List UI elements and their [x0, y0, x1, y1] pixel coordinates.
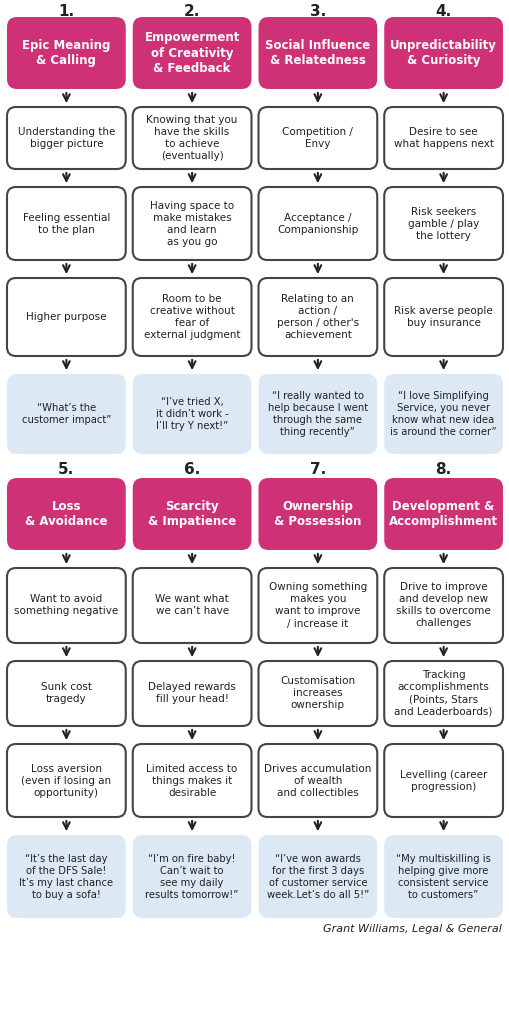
- FancyBboxPatch shape: [132, 835, 251, 918]
- FancyBboxPatch shape: [132, 107, 251, 169]
- FancyBboxPatch shape: [258, 187, 377, 260]
- FancyBboxPatch shape: [258, 568, 377, 643]
- Text: 7.: 7.: [309, 462, 325, 477]
- FancyBboxPatch shape: [383, 187, 502, 260]
- FancyBboxPatch shape: [7, 568, 126, 643]
- Text: Unpredictability
& Curiosity: Unpredictability & Curiosity: [389, 38, 496, 67]
- Text: 8.: 8.: [435, 462, 451, 477]
- Text: Tracking
accomplishments
(Points, Stars
and Leaderboards): Tracking accomplishments (Points, Stars …: [393, 671, 492, 716]
- Text: Desire to see
what happens next: Desire to see what happens next: [393, 127, 493, 149]
- FancyBboxPatch shape: [132, 744, 251, 817]
- FancyBboxPatch shape: [383, 835, 502, 918]
- Text: Loss
& Avoidance: Loss & Avoidance: [25, 500, 107, 528]
- FancyBboxPatch shape: [258, 744, 377, 817]
- FancyBboxPatch shape: [383, 374, 502, 454]
- Text: Epic Meaning
& Calling: Epic Meaning & Calling: [22, 38, 110, 67]
- FancyBboxPatch shape: [258, 107, 377, 169]
- FancyBboxPatch shape: [383, 744, 502, 817]
- Text: Owning something
makes you
want to improve
/ increase it: Owning something makes you want to impro…: [268, 583, 366, 628]
- Text: 3.: 3.: [309, 4, 325, 19]
- Text: Delayed rewards
fill your head!: Delayed rewards fill your head!: [148, 682, 236, 705]
- Text: “I’ve tried X,
it didn’t work -
I’ll try Y next!”: “I’ve tried X, it didn’t work - I’ll try…: [155, 397, 228, 431]
- Text: “What’s the
customer impact”: “What’s the customer impact”: [22, 403, 111, 425]
- Text: “My multiskilling is
helping give more
consistent service
to customers”: “My multiskilling is helping give more c…: [395, 854, 490, 899]
- FancyBboxPatch shape: [7, 478, 126, 550]
- Text: Relating to an
action /
person / other's
achievement: Relating to an action / person / other's…: [276, 294, 358, 341]
- Text: Limited access to
things makes it
desirable: Limited access to things makes it desira…: [146, 764, 237, 798]
- Text: Understanding the
bigger picture: Understanding the bigger picture: [18, 127, 115, 149]
- Text: Ownership
& Possession: Ownership & Possession: [274, 500, 361, 528]
- FancyBboxPatch shape: [7, 278, 126, 356]
- FancyBboxPatch shape: [132, 278, 251, 356]
- FancyBboxPatch shape: [383, 278, 502, 356]
- Text: Loss aversion
(even if losing an
opportunity): Loss aversion (even if losing an opportu…: [21, 764, 111, 798]
- FancyBboxPatch shape: [383, 478, 502, 550]
- Text: Drive to improve
and develop new
skills to overcome
challenges: Drive to improve and develop new skills …: [395, 583, 490, 628]
- FancyBboxPatch shape: [383, 568, 502, 643]
- Text: Feeling essential
to the plan: Feeling essential to the plan: [22, 212, 110, 235]
- Text: “I’ve won awards
for the first 3 days
of customer service
week.Let’s do all 5!”: “I’ve won awards for the first 3 days of…: [266, 854, 369, 899]
- Text: Want to avoid
something negative: Want to avoid something negative: [14, 594, 118, 617]
- FancyBboxPatch shape: [7, 744, 126, 817]
- Text: Social Influence
& Relatedness: Social Influence & Relatedness: [265, 38, 370, 67]
- Text: “I’m on fire baby!
Can’t wait to
see my daily
results tomorrow!”: “I’m on fire baby! Can’t wait to see my …: [145, 854, 238, 899]
- Text: “It’s the last day
of the DFS Sale!
It’s my last chance
to buy a sofa!: “It’s the last day of the DFS Sale! It’s…: [19, 854, 113, 899]
- Text: Room to be
creative without
fear of
external judgment: Room to be creative without fear of exte…: [144, 294, 240, 341]
- FancyBboxPatch shape: [132, 661, 251, 726]
- Text: Empowerment
of Creativity
& Feedback: Empowerment of Creativity & Feedback: [144, 31, 239, 75]
- Text: Development &
Accomplishment: Development & Accomplishment: [388, 500, 497, 528]
- Text: Risk seekers
gamble / play
the lottery: Risk seekers gamble / play the lottery: [407, 207, 478, 240]
- FancyBboxPatch shape: [258, 661, 377, 726]
- Text: Customisation
increases
ownership: Customisation increases ownership: [280, 677, 355, 710]
- Text: 4.: 4.: [435, 4, 451, 19]
- FancyBboxPatch shape: [7, 187, 126, 260]
- FancyBboxPatch shape: [383, 661, 502, 726]
- FancyBboxPatch shape: [383, 17, 502, 89]
- FancyBboxPatch shape: [258, 374, 377, 454]
- FancyBboxPatch shape: [132, 17, 251, 89]
- Text: Drives accumulation
of wealth
and collectibles: Drives accumulation of wealth and collec…: [264, 764, 371, 798]
- Text: 6.: 6.: [184, 462, 200, 477]
- Text: 5.: 5.: [58, 462, 74, 477]
- FancyBboxPatch shape: [258, 835, 377, 918]
- FancyBboxPatch shape: [258, 17, 377, 89]
- Text: Higher purpose: Higher purpose: [26, 312, 106, 322]
- Text: Competition /
Envy: Competition / Envy: [282, 127, 353, 149]
- Text: 2.: 2.: [184, 4, 200, 19]
- FancyBboxPatch shape: [132, 374, 251, 454]
- FancyBboxPatch shape: [7, 107, 126, 169]
- FancyBboxPatch shape: [132, 478, 251, 550]
- Text: “I love Simplifying
Service, you never
know what new idea
is around the corner”: “I love Simplifying Service, you never k…: [389, 391, 496, 437]
- FancyBboxPatch shape: [132, 187, 251, 260]
- FancyBboxPatch shape: [132, 568, 251, 643]
- Text: Risk averse people
buy insurance: Risk averse people buy insurance: [393, 306, 492, 328]
- Text: Scarcity
& Impatience: Scarcity & Impatience: [148, 500, 236, 528]
- Text: Levelling (career
progression): Levelling (career progression): [399, 769, 487, 792]
- FancyBboxPatch shape: [7, 17, 126, 89]
- FancyBboxPatch shape: [258, 478, 377, 550]
- FancyBboxPatch shape: [7, 835, 126, 918]
- Text: Sunk cost
tragedy: Sunk cost tragedy: [41, 682, 92, 705]
- Text: “I really wanted to
help because I went
through the same
thing recently”: “I really wanted to help because I went …: [267, 391, 367, 437]
- Text: 1.: 1.: [58, 4, 74, 19]
- Text: Acceptance /
Companionship: Acceptance / Companionship: [277, 212, 358, 235]
- FancyBboxPatch shape: [7, 661, 126, 726]
- Text: Knowing that you
have the skills
to achieve
(eventually): Knowing that you have the skills to achi…: [146, 115, 237, 161]
- Text: Having space to
make mistakes
and learn
as you go: Having space to make mistakes and learn …: [150, 201, 234, 246]
- Text: We want what
we can’t have: We want what we can’t have: [155, 594, 229, 617]
- FancyBboxPatch shape: [7, 374, 126, 454]
- FancyBboxPatch shape: [383, 107, 502, 169]
- FancyBboxPatch shape: [258, 278, 377, 356]
- Text: Grant Williams, Legal & General: Grant Williams, Legal & General: [323, 924, 501, 934]
